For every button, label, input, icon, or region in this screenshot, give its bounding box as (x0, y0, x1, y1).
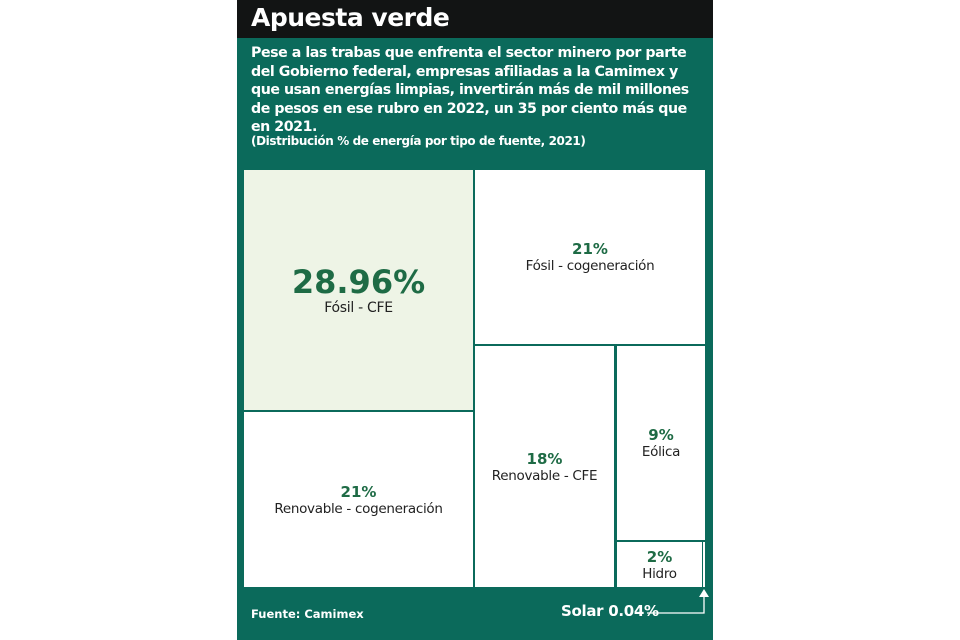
tile-solar (703, 542, 705, 587)
tile-value: 21% (340, 482, 377, 501)
tile-hidro: 2% Hidro (617, 542, 702, 587)
tile-label: Eólica (641, 444, 681, 460)
tile-value: 21% (572, 240, 608, 258)
tile-eolica: 9% Eólica (617, 346, 705, 540)
title: Apuesta verde (251, 3, 450, 32)
tile-label: Fósil - CFE (324, 300, 393, 316)
tile-fosil-cfe: 28.96% Fósil - CFE (244, 170, 473, 410)
tile-value: 28.96% (291, 263, 426, 301)
tile-value: 9% (648, 426, 674, 444)
tile-value: 2% (646, 547, 673, 566)
tile-label: Renovable - cogeneración (274, 500, 443, 517)
header: Apuesta verde (237, 0, 713, 38)
solar-label: Solar 0.04% (561, 602, 659, 620)
tile-value: 18% (526, 449, 563, 468)
solar-arrow-icon (647, 589, 709, 614)
source: Fuente: Camimex (251, 607, 364, 621)
tile-label: Fósil - cogeneración (525, 258, 655, 274)
tile-renovable-cfe: 18% Renovable - CFE (475, 346, 614, 587)
tile-renovable-cogeneracion: 21% Renovable - cogeneración (244, 412, 473, 587)
infographic-panel: Apuesta verde Pese a las trabas que enfr… (237, 0, 713, 640)
chart-subtitle: (Distribución % de energía por tipo de f… (251, 134, 586, 148)
description: Pese a las trabas que enfrenta el sector… (251, 45, 689, 135)
tile-label: Renovable - CFE (491, 467, 598, 484)
tile-fosil-cogeneracion: 21% Fósil - cogeneración (475, 170, 705, 344)
tile-label: Hidro (642, 565, 677, 582)
